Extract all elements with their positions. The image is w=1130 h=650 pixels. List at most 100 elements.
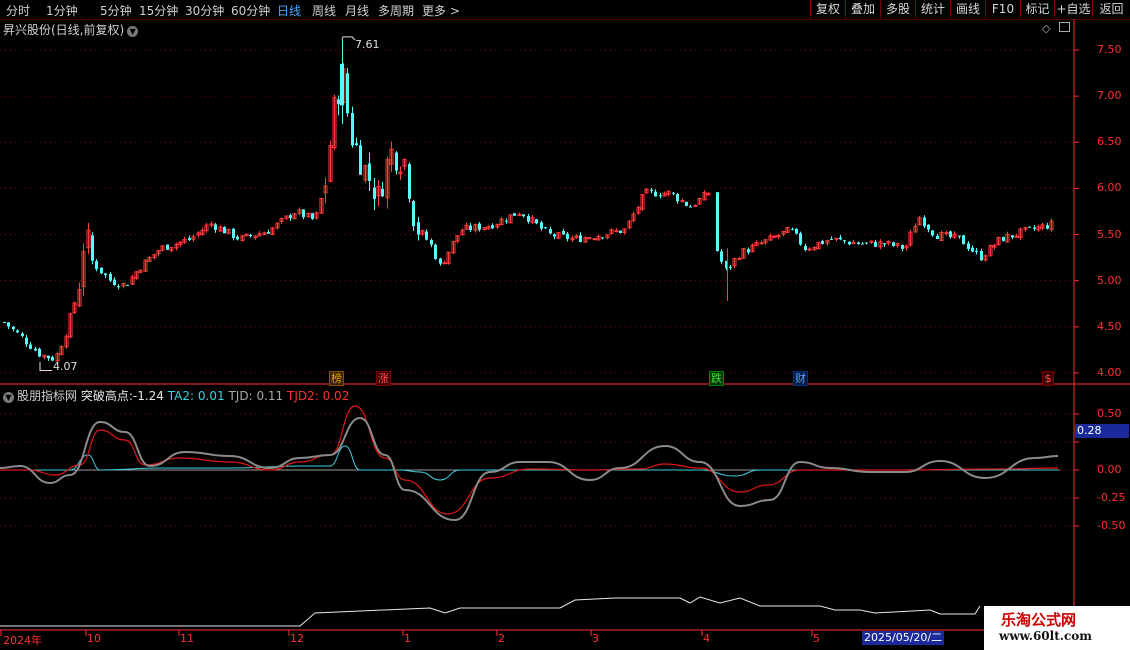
candle-body-down bbox=[839, 237, 842, 240]
candle-body-down bbox=[337, 99, 340, 105]
period-tab-multi[interactable]: 多周期 bbox=[378, 4, 415, 18]
chevron-down-icon[interactable]: ▼ bbox=[127, 26, 139, 37]
chevron-down-icon[interactable]: ▼ bbox=[3, 392, 14, 403]
candle-body-up bbox=[323, 185, 328, 194]
date-tick: 4 bbox=[703, 632, 710, 645]
candle-body-down bbox=[373, 187, 376, 200]
candle-body-up bbox=[81, 251, 86, 288]
candle-body-up bbox=[182, 239, 187, 243]
candle-body-up bbox=[42, 354, 47, 358]
fuquan-button[interactable]: 复权 bbox=[810, 0, 845, 18]
candle-body-down bbox=[100, 267, 103, 274]
candle-body-down bbox=[1011, 235, 1014, 238]
event-marker-bang[interactable]: 榜 bbox=[329, 371, 344, 386]
draw-line-button[interactable]: 画线 bbox=[950, 0, 985, 18]
candle-body-down bbox=[857, 242, 860, 245]
candle-body-down bbox=[936, 235, 939, 239]
period-tab-5min[interactable]: 5分钟 bbox=[100, 4, 132, 18]
candle-body-down bbox=[566, 233, 569, 240]
candle-body-down bbox=[95, 261, 98, 270]
candle-body-up bbox=[332, 96, 337, 149]
candle-body-up bbox=[191, 236, 196, 240]
candle-body-up bbox=[244, 233, 249, 237]
event-marker-dollar[interactable]: $ bbox=[1042, 371, 1054, 386]
stock-title-bar[interactable]: 昇兴股份(日线,前复权) ▼ bbox=[3, 21, 139, 38]
period-tab-monthly[interactable]: 月线 bbox=[345, 4, 370, 18]
mark-button[interactable]: 标记 bbox=[1020, 0, 1054, 18]
candle-body-up bbox=[178, 241, 183, 245]
candle-body-up bbox=[420, 230, 425, 235]
add-watchlist-button[interactable]: +自选 bbox=[1054, 0, 1092, 18]
candle-body-down bbox=[654, 191, 657, 197]
candle-body-down bbox=[901, 245, 904, 249]
candle-body-up bbox=[825, 240, 830, 244]
overlay-button[interactable]: 叠加 bbox=[845, 0, 880, 18]
candle-body-down bbox=[980, 250, 983, 261]
candle-body-up bbox=[402, 158, 407, 167]
candle-body-up bbox=[816, 242, 821, 250]
candle-body-down bbox=[38, 348, 41, 357]
candle-body-down bbox=[1028, 226, 1031, 228]
event-marker-die[interactable]: 跌 bbox=[709, 371, 724, 386]
candle-body-down bbox=[166, 244, 169, 250]
price-tick: 7.50 bbox=[1097, 43, 1122, 56]
panel-toggle-icon[interactable] bbox=[1059, 22, 1070, 32]
date-tick: 5 bbox=[813, 632, 820, 645]
candle-body-down bbox=[469, 225, 472, 231]
candle-body-up bbox=[1023, 227, 1028, 230]
candle-body-up bbox=[451, 240, 456, 254]
price-tick: 5.00 bbox=[1097, 274, 1122, 287]
candle-body-down bbox=[962, 235, 965, 245]
event-marker-cai[interactable]: 财 bbox=[793, 371, 808, 386]
candle-body-up bbox=[570, 237, 575, 241]
candle-body-up bbox=[59, 346, 64, 356]
candle-body-up bbox=[147, 256, 152, 262]
price-tick: 6.50 bbox=[1097, 135, 1122, 148]
event-marker-zhang[interactable]: 涨 bbox=[376, 371, 391, 386]
multi-stock-button[interactable]: 多股 bbox=[880, 0, 915, 18]
candle-body-up bbox=[284, 215, 289, 220]
candle-body-down bbox=[672, 192, 675, 194]
candle-body-down bbox=[126, 284, 129, 286]
candle-body-down bbox=[830, 238, 833, 240]
candle-body-up bbox=[508, 214, 513, 224]
candle-body-up bbox=[482, 227, 487, 230]
candle-body-down bbox=[1033, 227, 1036, 229]
price-tick: 7.00 bbox=[1097, 89, 1122, 102]
candle-body-up bbox=[939, 232, 944, 241]
candle-body-up bbox=[895, 242, 900, 247]
period-tab-daily[interactable]: 日线 bbox=[277, 4, 302, 18]
period-toolbar: 分时 1分钟 5分钟 15分钟 30分钟 60分钟 日线 周线 月线 多周期 更… bbox=[0, 0, 1130, 20]
period-tab-15min[interactable]: 15分钟 bbox=[139, 4, 179, 18]
period-tab-1min[interactable]: 1分钟 bbox=[46, 4, 78, 18]
back-button[interactable]: 返回 bbox=[1092, 0, 1130, 18]
candle-body-down bbox=[579, 235, 582, 242]
candle-body-up bbox=[314, 212, 319, 219]
candle-body-up bbox=[754, 242, 759, 246]
diamond-icon[interactable]: ◇ bbox=[1042, 22, 1051, 35]
candle-body-up bbox=[807, 248, 812, 251]
indicator-name: 股朋指标网 bbox=[17, 389, 78, 403]
candle-body-down bbox=[685, 201, 688, 206]
candle-body-up bbox=[169, 247, 174, 251]
candle-body-down bbox=[16, 330, 19, 333]
period-tab-weekly[interactable]: 周线 bbox=[312, 4, 337, 18]
candle-body-down bbox=[91, 235, 94, 261]
indicator-item-label: TA2: bbox=[167, 389, 195, 403]
date-tick: 2024年 bbox=[3, 634, 42, 647]
period-tab-more[interactable]: 更多 > bbox=[422, 2, 460, 19]
f10-button[interactable]: F10 bbox=[985, 0, 1020, 18]
period-tab-60min[interactable]: 60分钟 bbox=[231, 4, 271, 18]
marker-text: 财 bbox=[795, 372, 806, 385]
candle-body-up bbox=[592, 238, 597, 241]
low-leader-line bbox=[39, 361, 52, 372]
candle-body-up bbox=[644, 188, 649, 194]
period-tab-fenshi[interactable]: 分时 bbox=[6, 4, 31, 18]
statistics-button[interactable]: 统计 bbox=[915, 0, 950, 18]
candle-body-up bbox=[1036, 226, 1041, 231]
candle-body-up bbox=[702, 192, 707, 201]
candle-body-down bbox=[302, 209, 305, 218]
more-label: 更多 bbox=[422, 4, 447, 18]
period-tab-30min[interactable]: 30分钟 bbox=[185, 4, 225, 18]
